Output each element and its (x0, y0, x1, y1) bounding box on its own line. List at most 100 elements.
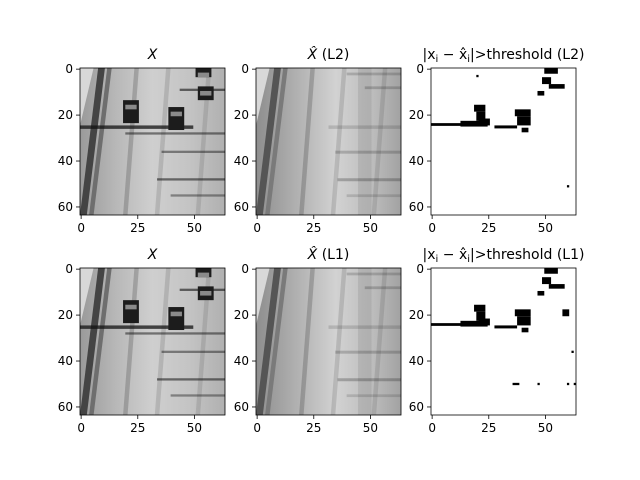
x-tick-label: 25 (481, 421, 496, 435)
y-tick-label: 0 (241, 62, 249, 76)
y-tick-label: 60 (58, 400, 73, 414)
subplot-title: X̂ (L1) (307, 246, 350, 263)
subplot-title: |xi − x̂i|>threshold (L1) (423, 247, 585, 265)
y-tick-label: 40 (409, 154, 424, 168)
shadow-band (346, 194, 401, 198)
y-tick-label: 20 (234, 108, 249, 122)
shadow-band (346, 72, 401, 76)
vehicle-window (170, 111, 182, 117)
shadow-band (335, 150, 401, 154)
mask-pixel (476, 311, 486, 321)
x-tick-label: 0 (253, 221, 261, 235)
road-edge-line (80, 68, 105, 215)
mask-pixel (517, 116, 531, 126)
mask-pixel (460, 320, 488, 327)
y-tick-label: 60 (234, 400, 249, 414)
y-tick-label: 60 (409, 400, 424, 414)
vehicle-window (197, 72, 210, 78)
x-tick-label: 0 (428, 221, 436, 235)
y-tick-label: 20 (58, 108, 73, 122)
y-tick-label: 0 (416, 62, 424, 76)
road-edge-line (265, 268, 288, 415)
shadow-band (80, 125, 194, 129)
mask-background (431, 268, 576, 415)
y-tick-label: 40 (58, 154, 73, 168)
shadow-band (346, 394, 401, 398)
mask-pixel (460, 120, 488, 127)
mask-pixel (431, 323, 470, 326)
title-subscript: i (467, 254, 470, 265)
lane-stripe (299, 268, 315, 415)
vehicle-window (125, 104, 137, 110)
mask-pixel (542, 277, 552, 285)
shadow-band (328, 325, 401, 329)
x-tick-label: 25 (306, 221, 321, 235)
vehicle (123, 300, 139, 324)
y-tick-label: 60 (409, 200, 424, 214)
mask-pixel (566, 185, 570, 188)
shadow-band (328, 125, 401, 129)
shadow-band (346, 272, 401, 276)
y-tick-label: 40 (234, 354, 249, 368)
image-corner (256, 68, 270, 126)
y-tick-label: 0 (241, 262, 249, 276)
vehicle (123, 100, 139, 124)
y-tick-label: 40 (409, 354, 424, 368)
mask-pixel (548, 284, 565, 289)
shadow-band (170, 394, 225, 397)
shadow-band (335, 350, 401, 354)
lane-stripe (371, 268, 388, 415)
title-suffix: (L2) (317, 47, 349, 63)
vehicle-window (200, 290, 212, 296)
mask-pixel (521, 327, 529, 333)
title-part: − x̂ (438, 47, 467, 63)
mask-pixel (562, 309, 570, 317)
title-part: |x (423, 247, 436, 263)
x-tick-label: 25 (481, 221, 496, 235)
title-subscript: i (436, 254, 439, 265)
title-math-symbol: X (147, 247, 158, 263)
road-edge-line (89, 268, 112, 415)
subplot-title: |xi − x̂i|>threshold (L2) (423, 47, 585, 65)
title-subscript: i (467, 54, 470, 65)
shadow-band (125, 332, 225, 335)
vehicle-window (197, 272, 210, 278)
mask-pixel (514, 109, 531, 117)
axes-frame (255, 67, 402, 216)
subplot-1: X 0 25 50 0 20 40 60 (58, 47, 226, 235)
mask-pixel (566, 382, 570, 386)
mask-pixel (548, 84, 565, 89)
shadow-band (364, 86, 401, 90)
mask-pixel (571, 350, 574, 353)
road-edge-line (256, 68, 281, 215)
shadow-band (125, 132, 225, 135)
subplot-2: X̂ (L2) 0 25 50 0 20 40 60 (234, 46, 402, 235)
x-tick-label: 25 (130, 221, 145, 235)
y-tick-label: 0 (416, 262, 424, 276)
shadow-band (337, 178, 401, 182)
road-edge-line (89, 68, 112, 215)
axes-frame (255, 267, 402, 416)
x-tick-label: 50 (538, 421, 553, 435)
title-suffix: (L1) (317, 247, 349, 263)
road-edge-line (256, 268, 281, 415)
mask-pixel (494, 325, 518, 329)
reconstruction-blur (357, 68, 372, 215)
title-math-symbol: X̂ (307, 246, 318, 263)
x-tick-label: 25 (306, 421, 321, 435)
vehicle (168, 307, 185, 331)
title-part: |>threshold (L1) (470, 247, 584, 263)
title-math-symbol: X̂ (307, 46, 318, 63)
shadow-band (170, 194, 225, 197)
x-tick-label: 50 (187, 221, 202, 235)
shadow-band (161, 350, 225, 353)
shadow-band (80, 325, 194, 329)
axes-frame (79, 67, 226, 216)
x-tick-label: 0 (77, 421, 85, 435)
y-tick-label: 40 (58, 354, 73, 368)
x-tick-label: 50 (187, 421, 202, 435)
mask-pixel (474, 304, 486, 312)
image-corner (80, 68, 94, 126)
x-tick-label: 0 (253, 421, 261, 435)
